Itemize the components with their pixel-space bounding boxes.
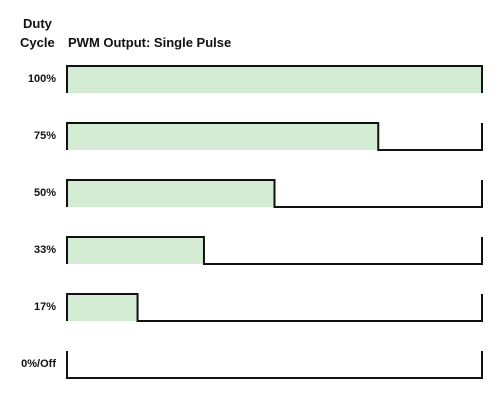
pulse-waveform-2 [66, 179, 483, 208]
duty-label-3: 33% [33, 244, 56, 256]
duty-label-2: 50% [33, 187, 56, 199]
pulse-fill-1 [67, 123, 379, 150]
pulse-fill-4 [67, 294, 138, 321]
duty-label-0: 100% [27, 73, 56, 85]
diagram-title: PWM Output: Single Pulse [68, 35, 232, 50]
duty-cycle-header-line2: Cycle [20, 35, 55, 50]
duty-label-4: 17% [33, 301, 56, 313]
pulse-waveform-3 [66, 236, 483, 265]
pulse-waveform-1 [66, 122, 483, 151]
pulse-fill-2 [67, 180, 275, 207]
pulse-waveform-4 [66, 293, 483, 322]
duty-label-5: 0%/Off [21, 358, 56, 370]
duty-label-1: 75% [33, 130, 56, 142]
pulse-fill-3 [67, 237, 204, 264]
pulse-waveform-5 [66, 351, 483, 379]
duty-cycle-header-line1: Duty [23, 16, 52, 31]
pulse-waveform-0 [66, 65, 483, 93]
pulse-fill-0 [67, 66, 482, 93]
